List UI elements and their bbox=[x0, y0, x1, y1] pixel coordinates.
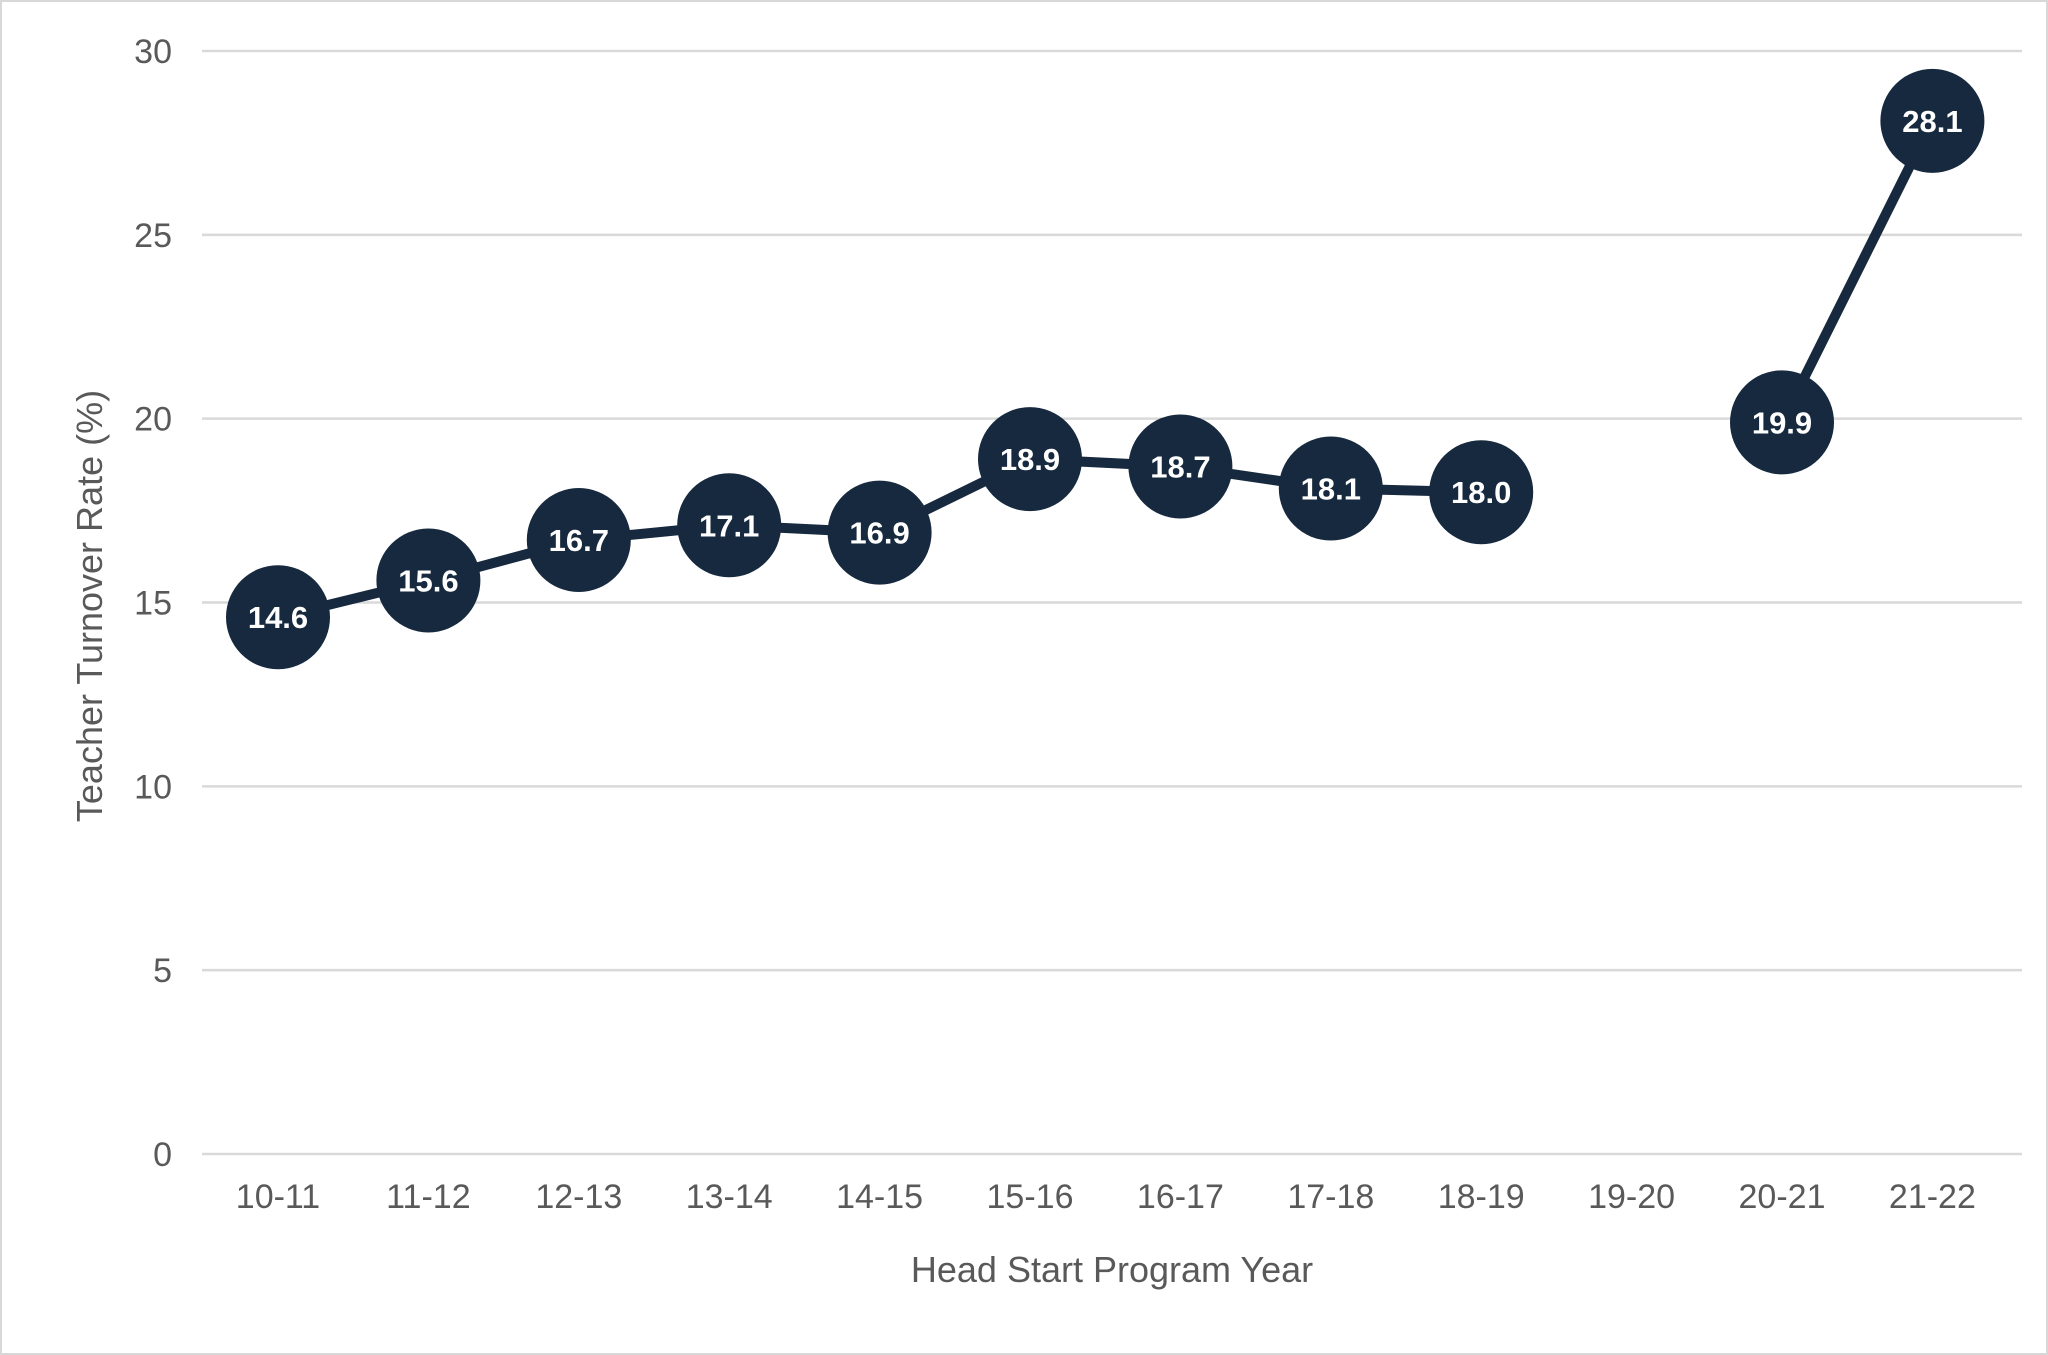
y-axis-title: Teacher Turnover Rate (%) bbox=[69, 389, 110, 823]
x-axis-tick-label: 11-12 bbox=[386, 1178, 470, 1216]
x-axis-tick-label: 16-17 bbox=[1137, 1178, 1224, 1216]
data-point-marker bbox=[376, 528, 481, 633]
data-point-label: 19.9 bbox=[1752, 405, 1812, 440]
x-axis-tick-label: 15-16 bbox=[987, 1178, 1074, 1216]
data-point-marker bbox=[1880, 68, 1985, 173]
x-axis-title: Head Start Program Year bbox=[910, 1249, 1314, 1290]
y-axis-tick-label: 10 bbox=[134, 768, 172, 806]
x-axis-tick-label: 14-15 bbox=[836, 1178, 923, 1216]
data-point-label: 18.9 bbox=[1000, 442, 1060, 477]
x-axis-tick-label: 17-18 bbox=[1287, 1178, 1374, 1216]
y-axis-tick-label: 25 bbox=[134, 217, 172, 255]
data-point-label: 15.6 bbox=[398, 563, 458, 598]
data-point-marker bbox=[978, 407, 1082, 512]
data-point-marker bbox=[1429, 440, 1534, 545]
x-axis-tick-label: 19-20 bbox=[1588, 1178, 1675, 1216]
x-axis-tick-label: 13-14 bbox=[686, 1178, 773, 1216]
data-point-label: 14.6 bbox=[248, 600, 308, 635]
x-axis-tick-label: 20-21 bbox=[1739, 1178, 1826, 1216]
data-point-marker bbox=[677, 473, 782, 578]
x-axis-tick-label: 12-13 bbox=[535, 1178, 622, 1216]
data-point-label: 18.1 bbox=[1301, 472, 1361, 507]
data-point-marker bbox=[226, 565, 330, 670]
y-axis-tick-label: 0 bbox=[153, 1136, 172, 1174]
y-axis-tick-label: 5 bbox=[153, 952, 172, 990]
data-point-label: 28.1 bbox=[1902, 104, 1962, 139]
data-point-marker bbox=[1128, 414, 1233, 519]
data-point-label: 17.1 bbox=[699, 508, 759, 543]
data-point-marker bbox=[526, 487, 631, 592]
data-point-label: 16.7 bbox=[549, 523, 609, 558]
x-axis-tick-label: 21-22 bbox=[1889, 1178, 1976, 1216]
data-point-label: 18.7 bbox=[1150, 449, 1210, 484]
data-point-marker bbox=[827, 480, 932, 585]
x-axis-tick-label: 10-11 bbox=[236, 1178, 320, 1216]
x-axis-tick-label: 18-19 bbox=[1438, 1178, 1525, 1216]
y-axis-tick-label: 30 bbox=[134, 33, 172, 71]
y-axis-tick-label: 15 bbox=[134, 585, 172, 623]
data-point-label: 18.0 bbox=[1451, 475, 1511, 510]
trend-line-segment bbox=[1777, 115, 1938, 428]
data-point-marker bbox=[1730, 370, 1834, 475]
data-point-marker bbox=[1278, 436, 1383, 541]
data-point-label: 16.9 bbox=[849, 516, 909, 551]
y-axis-tick-label: 20 bbox=[134, 401, 172, 439]
